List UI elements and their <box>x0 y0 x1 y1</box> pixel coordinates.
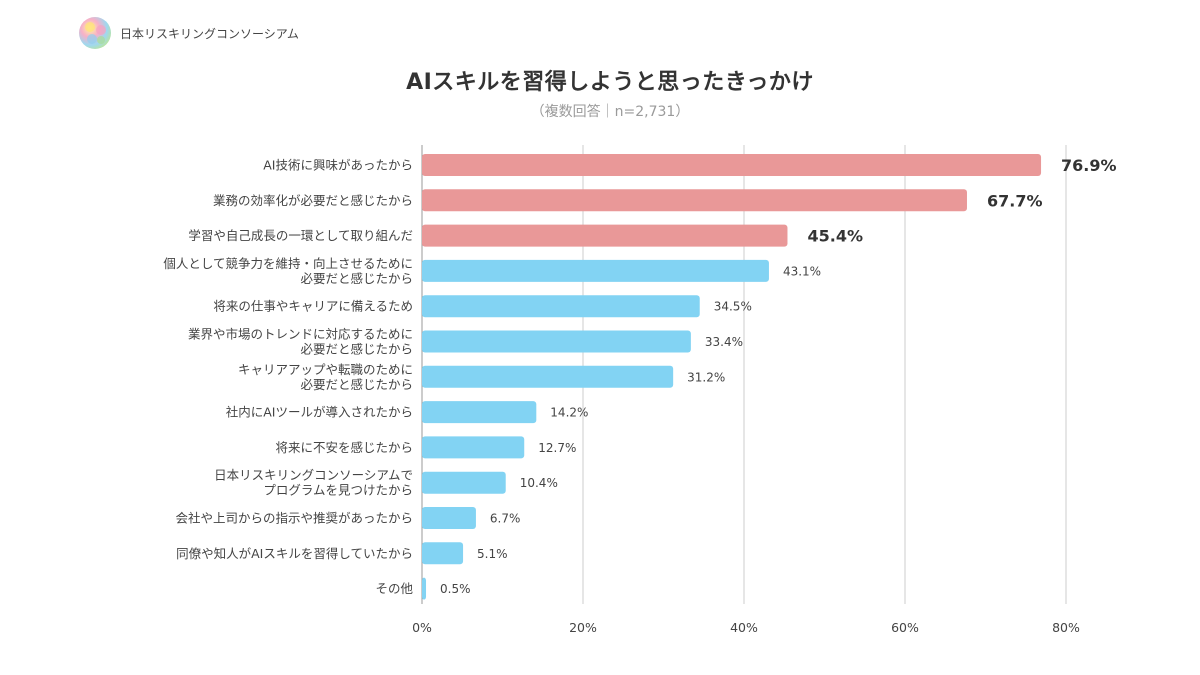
data-label: 67.7% <box>987 191 1043 210</box>
category-label: その他 <box>375 581 413 596</box>
category-label: 学習や自己成長の一環として取り組んだ <box>188 228 413 243</box>
category-label: 個人として競争力を維持・向上させるために <box>163 256 413 271</box>
data-label: 43.1% <box>783 264 821 278</box>
category-label: 社内にAIツールが導入されたから <box>226 405 413 420</box>
brand-name: 日本リスキリングコンソーシアム <box>120 26 299 41</box>
category-label: 同僚や知人がAIスキルを習得していたから <box>176 546 413 561</box>
chart-title: AIスキルを習得しようと思ったきっかけ <box>406 70 814 95</box>
chart-subtitle: （複数回答｜n=2,731） <box>530 104 690 120</box>
bar <box>422 259 769 282</box>
data-label: 6.7% <box>490 512 521 526</box>
bar <box>422 224 788 247</box>
category-label: 必要だと感じたから <box>300 377 413 392</box>
bar <box>422 436 525 459</box>
data-label: 14.2% <box>550 406 588 420</box>
data-label: 76.9% <box>1061 156 1117 175</box>
bar <box>422 542 464 565</box>
bar <box>422 154 1042 176</box>
category-label: 業務の効率化が必要だと感じたから <box>213 193 413 208</box>
category-label: 将来の仕事やキャリアに備えるため <box>213 299 413 314</box>
data-label: 33.4% <box>705 335 743 349</box>
category-label: 日本リスキリングコンソーシアムで <box>214 468 413 483</box>
data-label: 34.5% <box>714 300 752 314</box>
x-tick-label: 0% <box>412 620 432 635</box>
category-label: 業界や市場のトレンドに対応するために <box>188 327 413 342</box>
data-label: 45.4% <box>807 227 863 246</box>
bar <box>422 295 700 318</box>
x-tick-label: 80% <box>1052 620 1080 635</box>
category-label: 必要だと感じたから <box>300 342 413 357</box>
bar <box>422 577 427 600</box>
category-label: キャリアアップや転職のために <box>238 362 413 377</box>
bar <box>422 189 967 212</box>
category-label: 会社や上司からの指示や推奨があったから <box>175 511 413 526</box>
data-label: 10.4% <box>520 476 558 490</box>
colorful-sphere-logo <box>79 17 111 49</box>
data-label: 0.5% <box>440 582 471 596</box>
category-label: 将来に不安を感じたから <box>275 440 413 455</box>
data-label: 12.7% <box>538 441 576 455</box>
bar <box>422 507 476 529</box>
bar <box>422 365 674 388</box>
bar <box>422 401 537 424</box>
data-label: 31.2% <box>687 370 725 384</box>
x-tick-label: 60% <box>891 620 919 635</box>
category-label: AI技術に興味があったから <box>263 158 413 173</box>
data-label: 5.1% <box>477 547 508 561</box>
bar <box>422 330 691 353</box>
bar <box>422 471 506 494</box>
category-label: 必要だと感じたから <box>300 271 413 286</box>
brand: 日本リスキリングコンソーシアム <box>78 16 299 50</box>
category-label: プログラムを見つけたから <box>263 483 413 498</box>
x-tick-label: 20% <box>569 620 597 635</box>
x-tick-label: 40% <box>730 620 758 635</box>
